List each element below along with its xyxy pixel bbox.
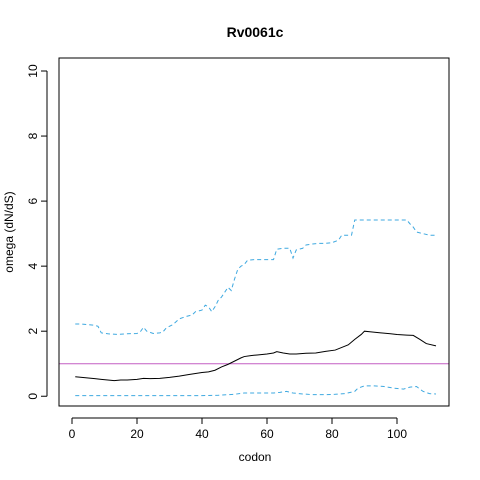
series-estimate-line — [75, 330, 437, 382]
x-tick-label: 0 — [69, 427, 76, 441]
x-axis-label: codon — [239, 450, 272, 464]
y-tick-label: 10 — [26, 64, 40, 78]
plot-layer: 0 20 40 60 80 100 0 2 4 6 8 10 — [26, 57, 450, 441]
y-tick-label: 2 — [26, 328, 40, 335]
x-tick-label: 20 — [130, 427, 144, 441]
y-tick-label: 4 — [26, 262, 40, 269]
x-tick-label: 40 — [195, 427, 209, 441]
series-lower-line — [75, 385, 437, 397]
chart-title: Rv0061c — [227, 24, 284, 40]
y-axis-label: omega (dN/dS) — [2, 191, 16, 272]
x-tick-label: 80 — [325, 427, 339, 441]
x-tick-label: 60 — [260, 427, 274, 441]
y-tick-label: 0 — [26, 393, 40, 400]
y-tick-label: 6 — [26, 197, 40, 204]
series-upper-line — [75, 219, 436, 335]
x-tick-label: 100 — [387, 427, 407, 441]
plot-frame — [58, 57, 450, 407]
y-tick-label: 8 — [26, 132, 40, 139]
